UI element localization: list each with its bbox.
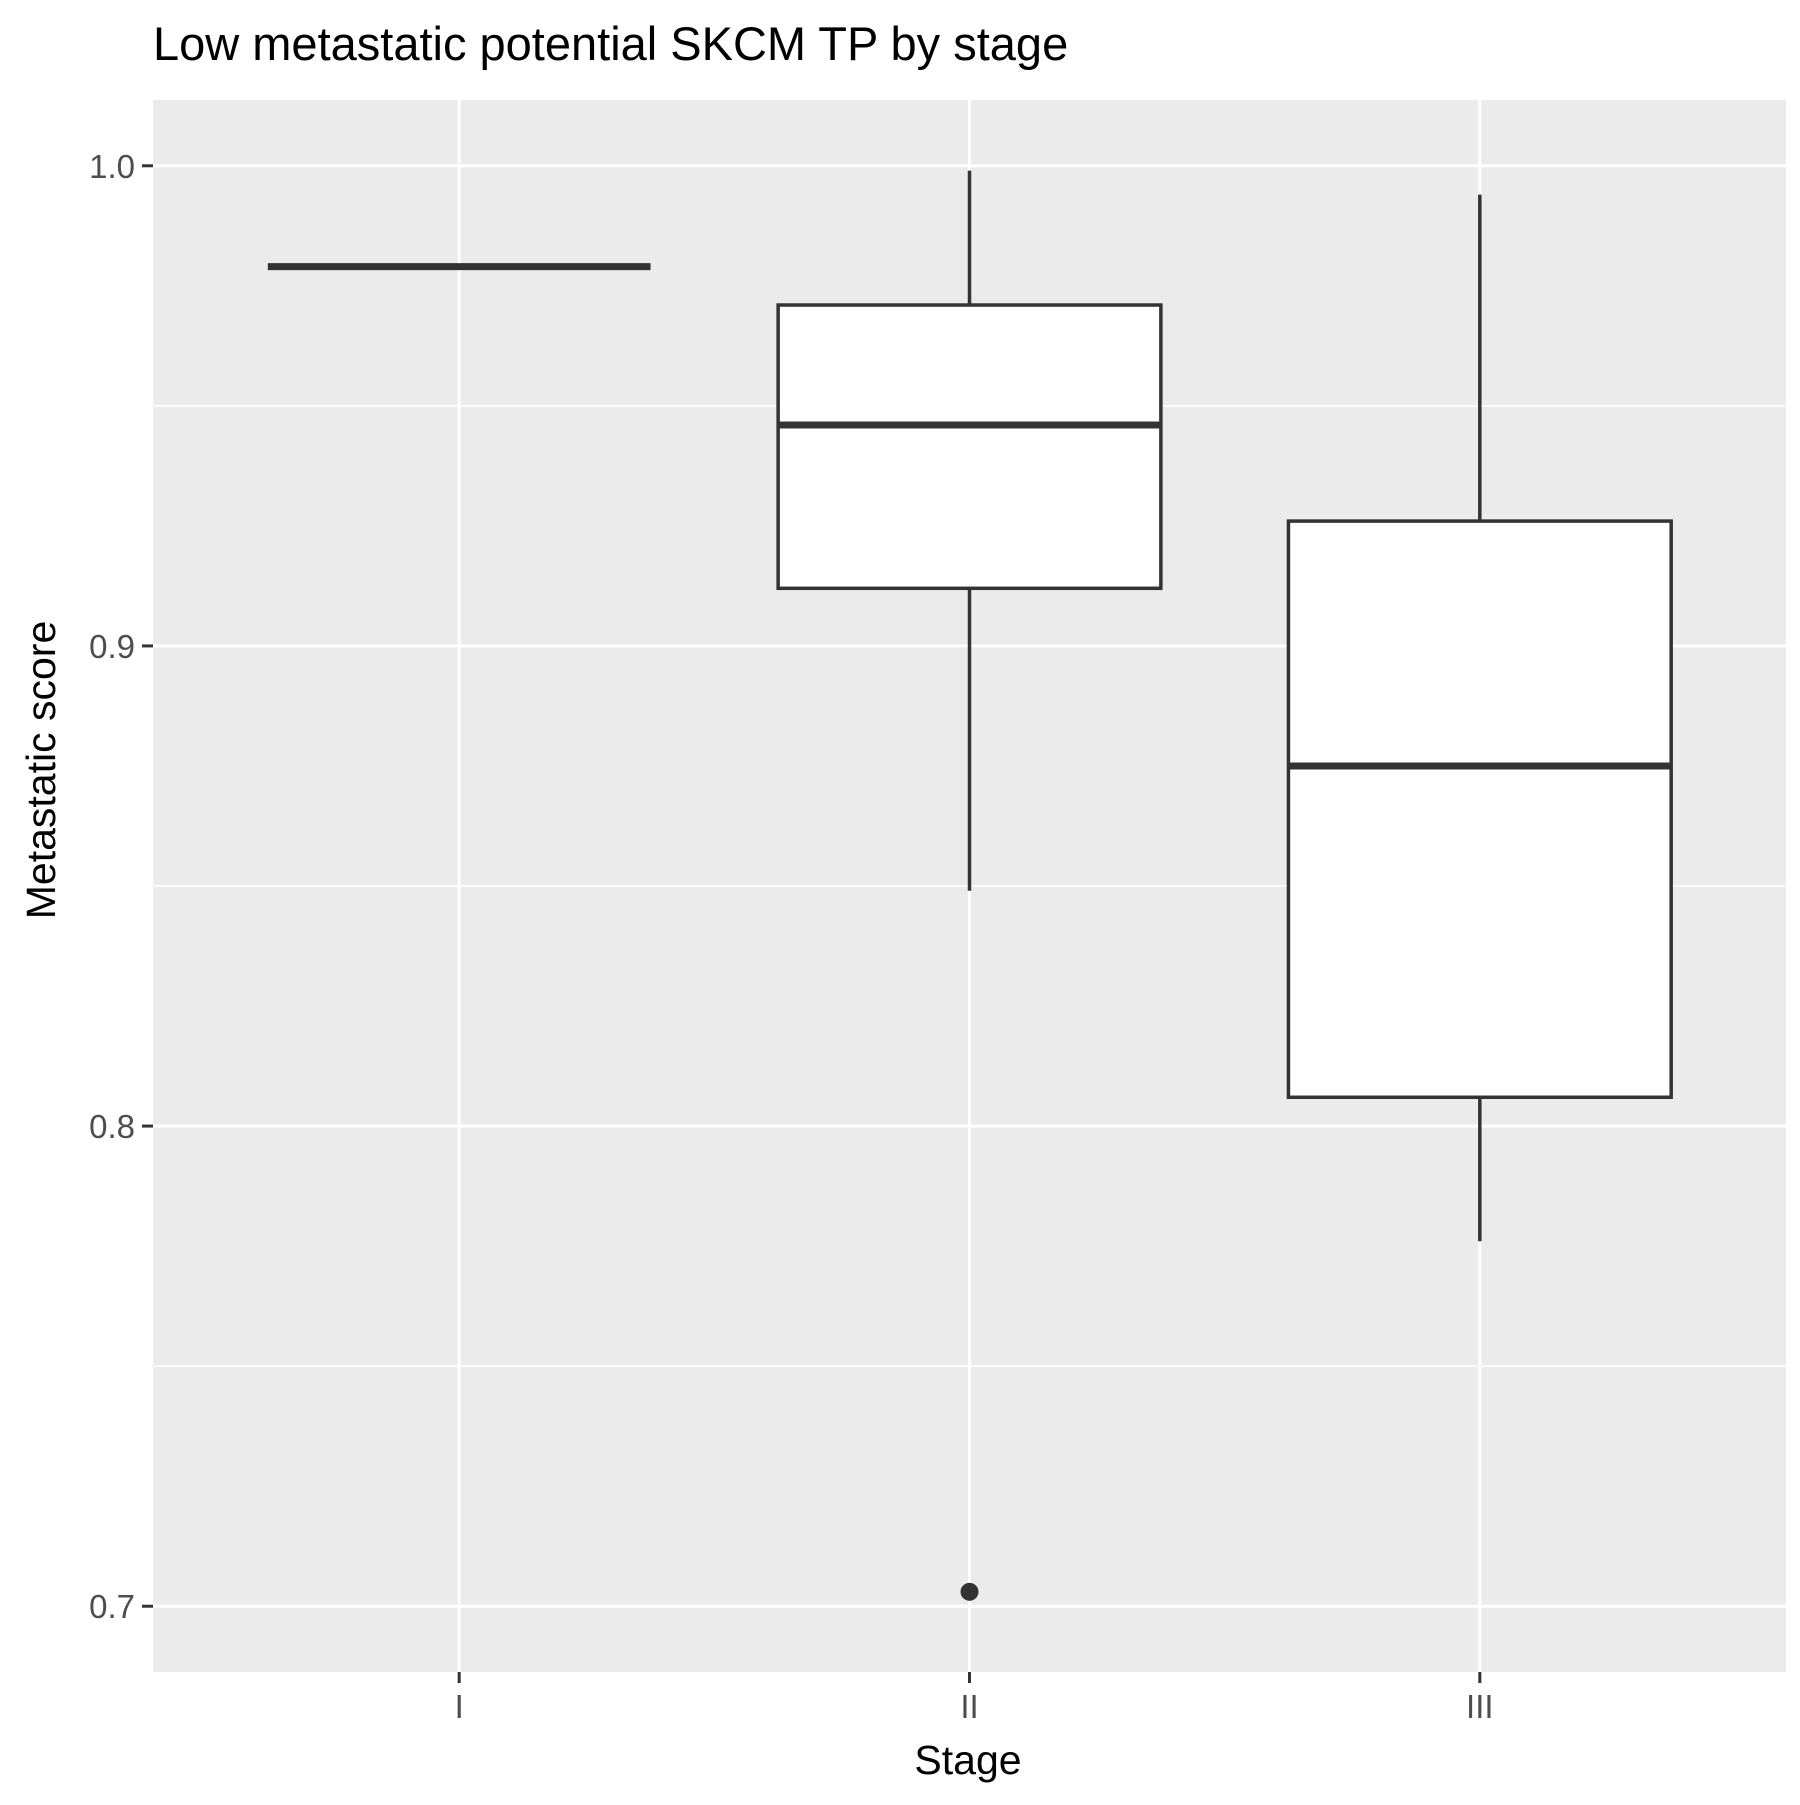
outlier-point (960, 1582, 979, 1601)
box-body (1286, 519, 1673, 1100)
x-tick-label: I (455, 1688, 464, 1725)
y-axis-title: Metastatic score (18, 621, 64, 920)
y-axis: 0.7 0.8 0.9 1.0 (89, 148, 153, 1625)
box-III (1286, 194, 1673, 1242)
x-axis-title: Stage (914, 1737, 1021, 1783)
box-II (776, 170, 1163, 1601)
y-tick-label: 0.7 (89, 1588, 135, 1625)
x-tick-label: II (960, 1688, 978, 1725)
x-axis: I II III (455, 1672, 1494, 1725)
y-tick-label: 0.9 (89, 628, 135, 665)
chart-title: Low metastatic potential SKCM TP by stag… (153, 17, 1068, 70)
y-tick-label: 1.0 (89, 148, 135, 185)
x-tick-label: III (1466, 1688, 1494, 1725)
boxes-layer (267, 170, 1673, 1601)
box-body (776, 303, 1163, 591)
y-tick-label: 0.8 (89, 1108, 135, 1145)
